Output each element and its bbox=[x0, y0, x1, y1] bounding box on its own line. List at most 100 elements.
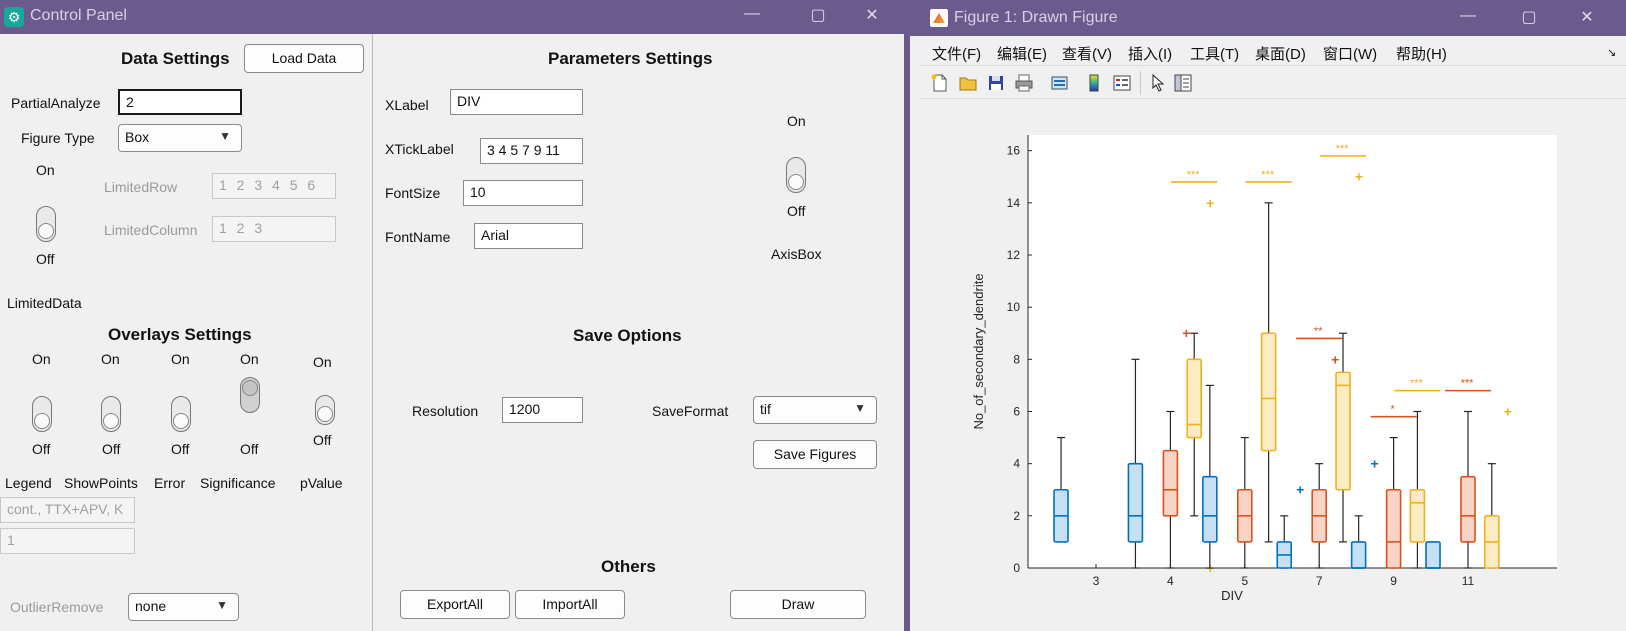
y-tick-label: 4 bbox=[1013, 457, 1020, 471]
toolbar-separator bbox=[1140, 71, 1141, 95]
box-body bbox=[1186, 358, 1203, 439]
pvalue-on-label: On bbox=[313, 354, 332, 370]
box-plot-chart: 0 2 4 6 8 10 12 14 16 3 4 5 7 9 11 DIV No_of_secondary_d… bbox=[971, 135, 1557, 603]
xticklabel-input[interactable]: 3 4 5 7 9 11 bbox=[480, 138, 583, 164]
plot-background bbox=[1028, 135, 1557, 568]
figure-type-dropdown[interactable]: Box ▼ bbox=[118, 124, 242, 152]
panel-divider bbox=[372, 34, 373, 631]
resolution-input[interactable]: 1200 bbox=[502, 397, 583, 423]
save-options-header: Save Options bbox=[573, 326, 682, 345]
show-points-on-label: On bbox=[101, 351, 120, 367]
box-blue-3 bbox=[1053, 436, 1069, 543]
limited-data-switch[interactable] bbox=[36, 206, 56, 242]
box-yellow-9 bbox=[1409, 410, 1426, 569]
fontname-input[interactable]: Arial bbox=[474, 223, 583, 249]
group-names-input[interactable]: cont., TTX+APV, K bbox=[0, 497, 135, 523]
significance-stars: *** bbox=[1461, 378, 1475, 390]
group-value-input[interactable]: 1 bbox=[0, 528, 135, 554]
figure-type-label: Figure Type bbox=[21, 130, 95, 146]
legend-label: Legend bbox=[5, 475, 52, 491]
y-tick-label: 16 bbox=[1007, 144, 1021, 158]
pointer-icon[interactable] bbox=[1148, 73, 1168, 93]
outlier-marker: + bbox=[1206, 195, 1214, 211]
control-panel-window: ⚙ Control Panel — ▢ ✕ Data Settings Load… bbox=[0, 0, 910, 631]
box-body bbox=[1335, 371, 1351, 491]
save-format-dropdown[interactable]: tif ▼ bbox=[753, 396, 877, 424]
figure-type-value: Box bbox=[125, 129, 150, 145]
save-format-value: tif bbox=[760, 401, 771, 417]
significance-off-label: Off bbox=[240, 441, 259, 457]
pvalue-label: pValue bbox=[300, 475, 343, 491]
box-body bbox=[1425, 541, 1441, 569]
menu-window[interactable]: 窗口(W) bbox=[1323, 46, 1378, 63]
significance-stars: *** bbox=[1261, 169, 1275, 181]
fontsize-input[interactable]: 10 bbox=[463, 180, 583, 206]
y-tick-label: 10 bbox=[1007, 300, 1021, 314]
open-folder-icon[interactable] bbox=[958, 73, 978, 93]
draw-button[interactable]: Draw bbox=[730, 590, 866, 619]
box-body bbox=[1409, 488, 1426, 543]
limited-column-input[interactable]: 1 2 3 bbox=[212, 216, 336, 242]
load-data-button[interactable]: Load Data bbox=[244, 44, 364, 73]
export-all-button[interactable]: ExportAll bbox=[400, 590, 510, 619]
pvalue-switch[interactable] bbox=[315, 395, 335, 425]
save-icon[interactable] bbox=[986, 73, 1006, 93]
outlier-remove-dropdown[interactable]: none ▼ bbox=[128, 593, 239, 621]
window-title: Control Panel bbox=[30, 7, 127, 24]
box-yellow-5 bbox=[1260, 202, 1277, 543]
print-preview-icon[interactable] bbox=[1050, 73, 1070, 93]
xlabel-input[interactable]: DIV bbox=[450, 89, 583, 115]
error-switch[interactable] bbox=[171, 396, 191, 432]
colorbar-icon[interactable] bbox=[1084, 73, 1104, 93]
axisbox-switch[interactable] bbox=[786, 157, 806, 193]
print-icon[interactable] bbox=[1014, 73, 1034, 93]
x-tick-label: 4 bbox=[1167, 574, 1174, 588]
close-button[interactable]: ✕ bbox=[865, 7, 879, 24]
property-inspector-icon[interactable] bbox=[1173, 73, 1193, 93]
axisbox-label: AxisBox bbox=[771, 246, 822, 262]
legend-switch[interactable] bbox=[32, 396, 52, 432]
switch-knob bbox=[788, 174, 804, 190]
minimize-button[interactable]: — bbox=[1460, 7, 1476, 24]
menu-tools[interactable]: 工具(T) bbox=[1190, 46, 1240, 63]
y-tick-label: 2 bbox=[1013, 509, 1020, 523]
switch-knob bbox=[317, 406, 333, 422]
box-blue-7: + bbox=[1276, 482, 1304, 569]
x-tick-label: 11 bbox=[1462, 574, 1475, 588]
box-blue-9: + bbox=[1350, 456, 1379, 569]
box-body bbox=[1350, 541, 1367, 569]
menu-help[interactable]: 帮助(H) bbox=[1396, 46, 1447, 63]
fontname-label: FontName bbox=[385, 229, 451, 245]
import-all-button[interactable]: ImportAll bbox=[515, 590, 625, 619]
partial-analyze-input[interactable]: 2 bbox=[118, 89, 242, 115]
menu-edit[interactable]: 编辑(E) bbox=[997, 46, 1047, 63]
significance-switch[interactable] bbox=[240, 377, 260, 413]
x-tick-label: 7 bbox=[1316, 574, 1323, 588]
box-body bbox=[1385, 488, 1402, 569]
y-axis-label: No_of_secondary_dendrite bbox=[971, 273, 986, 429]
outlier-remove-label: OutlierRemove bbox=[10, 599, 104, 615]
show-points-switch[interactable] bbox=[101, 396, 121, 432]
figure-title: Figure 1: Drawn Figure bbox=[954, 9, 1118, 26]
box-yellow-11: + bbox=[1484, 403, 1512, 569]
new-file-icon[interactable] bbox=[930, 73, 950, 93]
close-button[interactable]: ✕ bbox=[1580, 9, 1594, 26]
save-format-label: SaveFormat bbox=[652, 403, 729, 419]
pvalue-off-label: Off bbox=[313, 432, 332, 448]
figure-toolbar bbox=[920, 67, 1626, 99]
maximize-button[interactable]: ▢ bbox=[810, 7, 826, 24]
menu-insert[interactable]: 插入(I) bbox=[1128, 46, 1173, 63]
error-off-label: Off bbox=[171, 441, 190, 457]
save-figures-button[interactable]: Save Figures bbox=[753, 440, 877, 469]
box-blue-4 bbox=[1127, 358, 1144, 569]
significance-stars: * bbox=[1390, 404, 1395, 416]
figure-window: Figure 1: Drawn Figure — ▢ ✕ 文件(F) 编辑(E)… bbox=[910, 0, 1626, 631]
menu-view[interactable]: 查看(V) bbox=[1062, 46, 1112, 63]
limited-row-input[interactable]: 1 2 3 4 5 6 bbox=[212, 173, 336, 199]
legend-icon[interactable] bbox=[1112, 73, 1132, 93]
menu-file[interactable]: 文件(F) bbox=[932, 46, 982, 63]
menu-desktop[interactable]: 桌面(D) bbox=[1255, 46, 1306, 63]
maximize-button[interactable]: ▢ bbox=[1521, 9, 1537, 26]
dock-arrow-icon[interactable]: ↘ bbox=[1607, 47, 1617, 59]
minimize-button[interactable]: — bbox=[744, 5, 760, 22]
